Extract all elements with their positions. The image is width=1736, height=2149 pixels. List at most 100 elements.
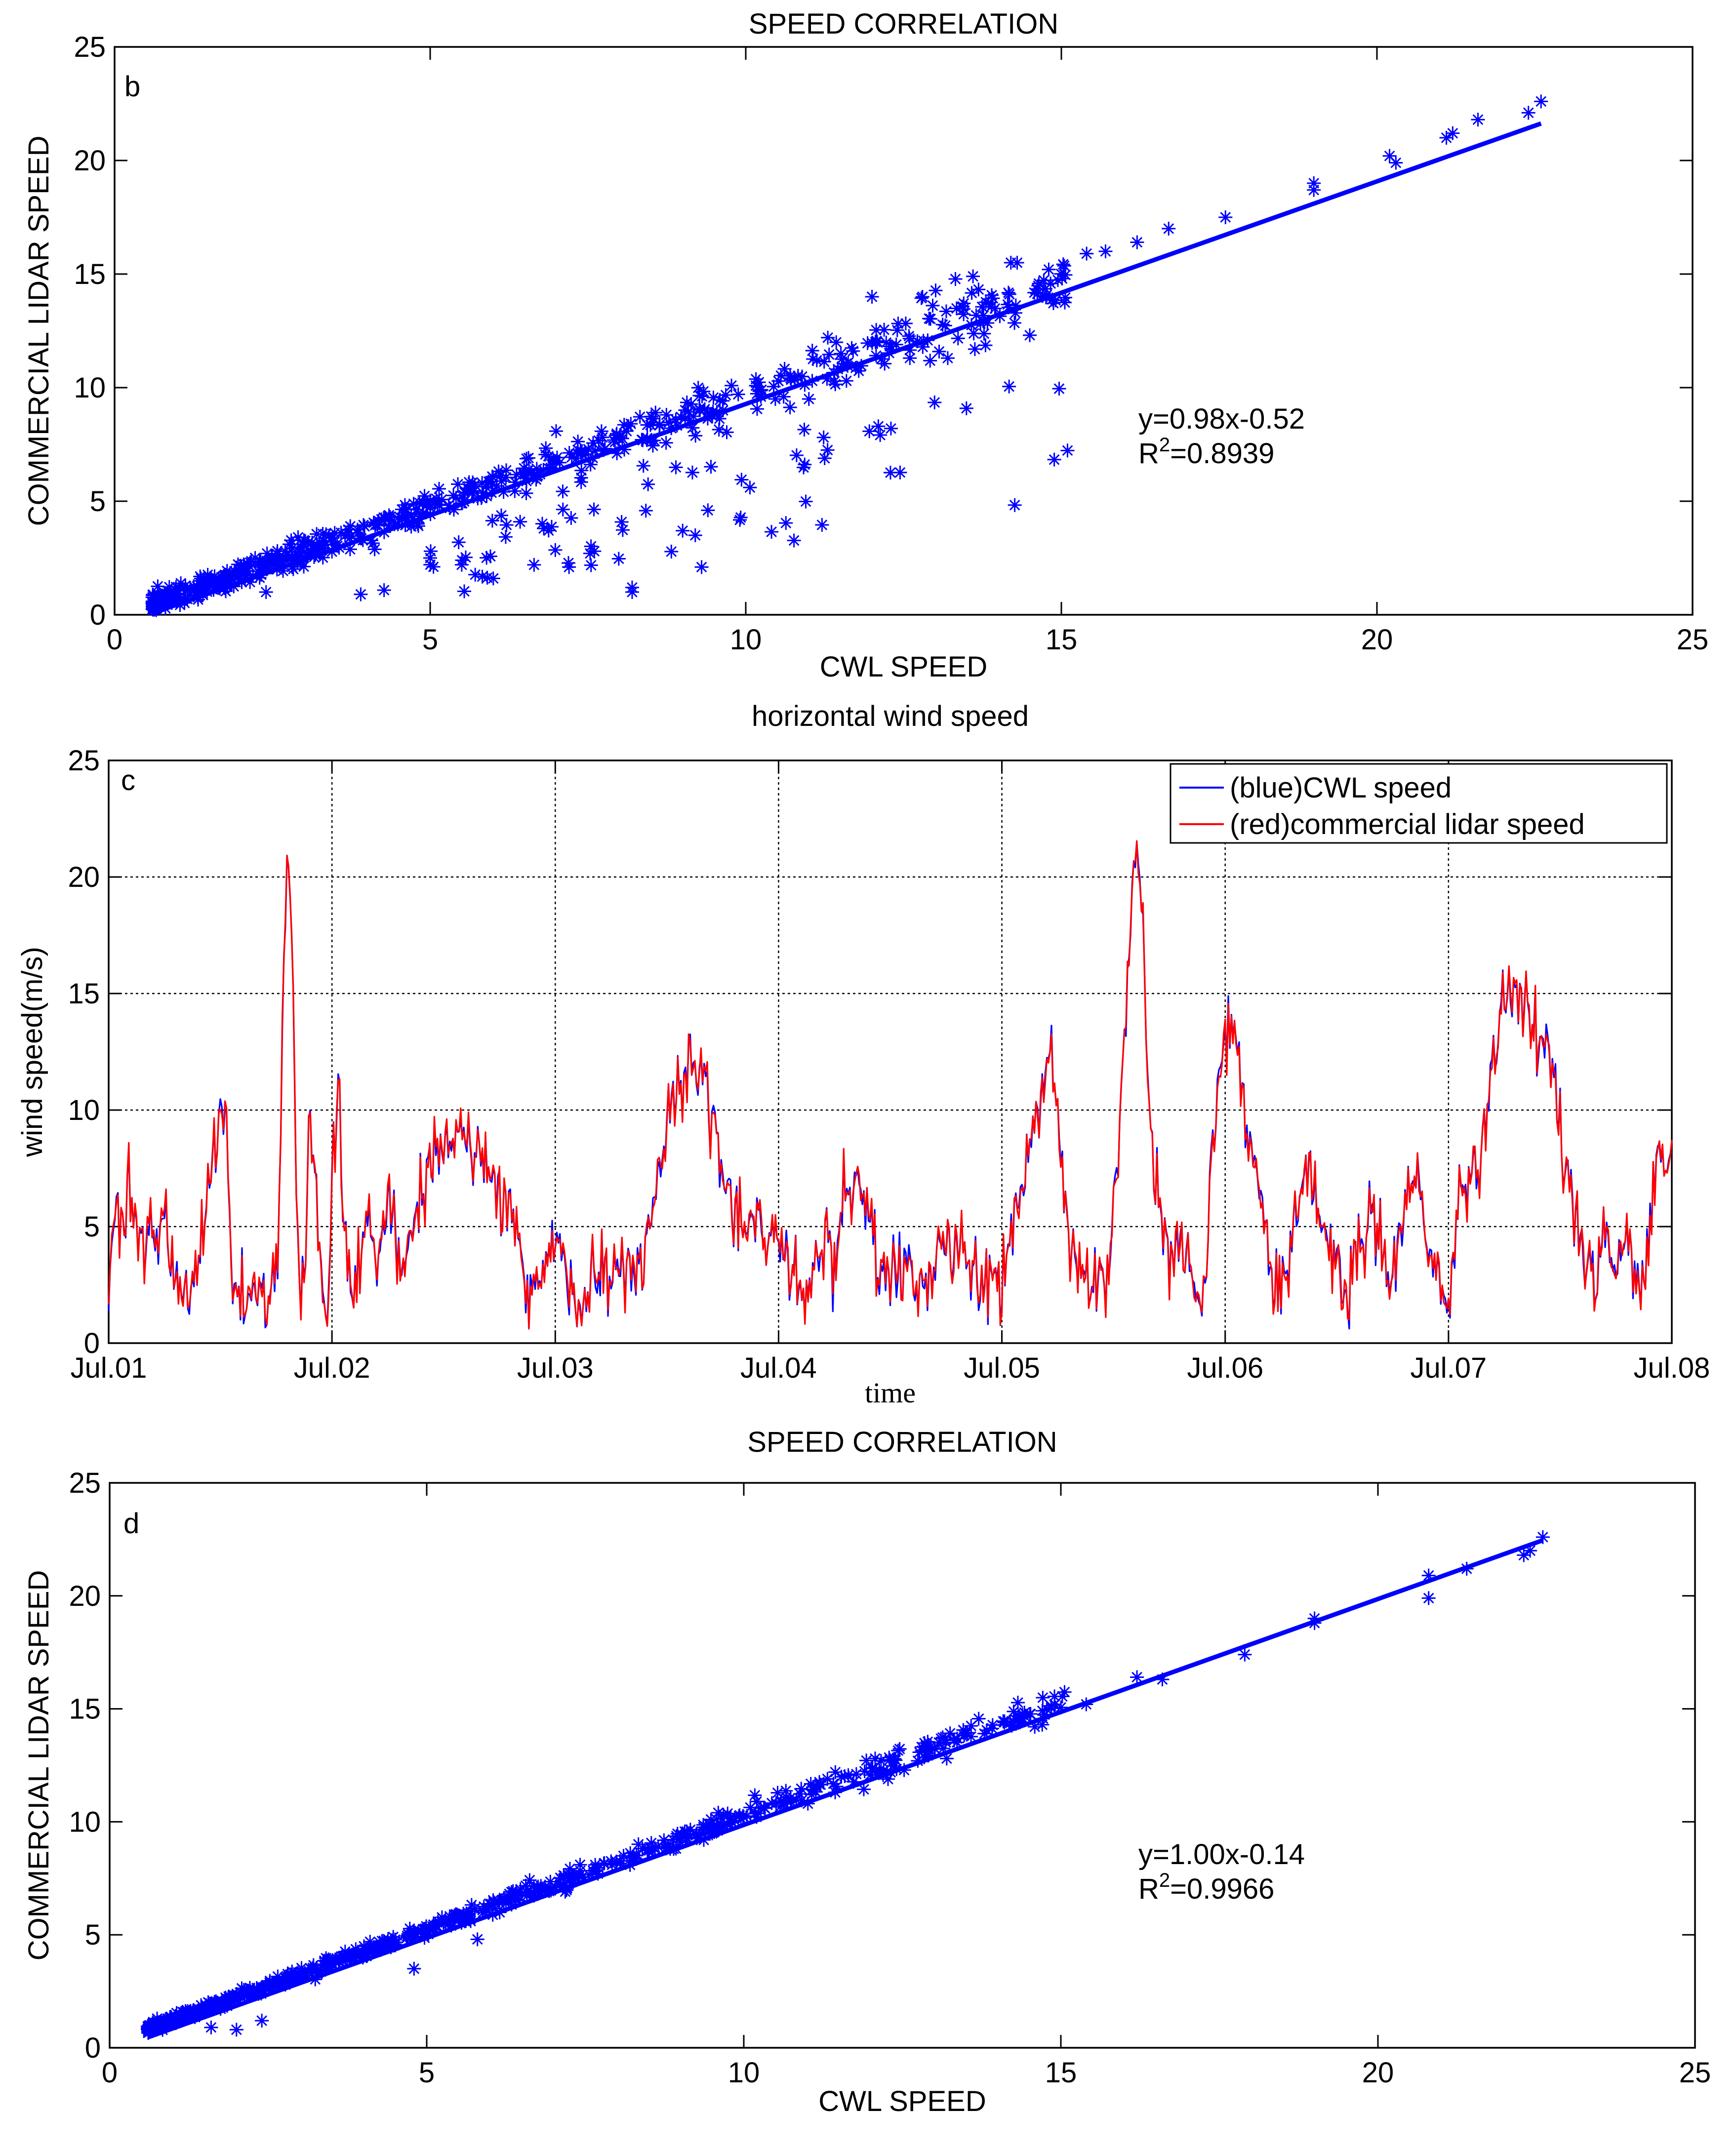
x-tick-label: Jul.08 bbox=[1634, 1352, 1710, 1384]
scatter-point bbox=[715, 1812, 729, 1826]
scatter-point bbox=[204, 2020, 218, 2034]
scatter-point bbox=[1080, 246, 1094, 261]
scatter-point bbox=[174, 576, 188, 591]
scatter-point bbox=[1446, 126, 1460, 140]
scatter-point bbox=[475, 476, 489, 490]
scatter-point bbox=[774, 368, 788, 383]
scatter-point bbox=[522, 451, 536, 465]
scatter-point bbox=[550, 450, 564, 465]
scatter-point bbox=[556, 1871, 570, 1885]
scatter-point bbox=[419, 499, 434, 513]
scatter-point bbox=[475, 569, 489, 584]
scatter-point bbox=[731, 387, 745, 401]
scatter-point bbox=[678, 403, 692, 417]
scatter-point bbox=[1018, 1710, 1032, 1724]
scatter-point bbox=[574, 463, 589, 478]
scatter-point bbox=[675, 1827, 689, 1841]
x-tick-label: 15 bbox=[1046, 624, 1078, 656]
scatter-point bbox=[636, 459, 650, 473]
scatter-point bbox=[1028, 1719, 1042, 1734]
scatter-point bbox=[287, 1968, 302, 1983]
x-axis-label: CWL SPEED bbox=[820, 651, 987, 683]
scatter-point bbox=[704, 1821, 718, 1835]
scatter-point bbox=[271, 1969, 285, 1984]
scatter-point bbox=[1382, 149, 1397, 163]
y-tick-label: 20 bbox=[69, 1580, 101, 1612]
scatter-point bbox=[377, 583, 391, 597]
scatter-point bbox=[303, 543, 318, 557]
scatter-point bbox=[280, 1975, 294, 1990]
scatter-point bbox=[957, 307, 971, 321]
x-tick-label: Jul.07 bbox=[1410, 1352, 1487, 1384]
scatter-point bbox=[294, 540, 309, 555]
scatter-point bbox=[917, 1736, 931, 1750]
scatter-point bbox=[367, 542, 382, 557]
scatter-point bbox=[141, 2025, 156, 2039]
scatter-point bbox=[701, 503, 715, 517]
y-tick-label: 25 bbox=[74, 31, 106, 63]
scatter-point bbox=[336, 1950, 351, 1964]
scatter-point bbox=[571, 435, 585, 449]
scatter-point bbox=[903, 351, 917, 365]
scatter-point bbox=[432, 481, 446, 496]
scatter-point bbox=[608, 435, 622, 449]
y-tick-label: 0 bbox=[90, 599, 106, 631]
scatter-point bbox=[1058, 268, 1073, 282]
scatter-point bbox=[529, 462, 544, 476]
scatter-point bbox=[454, 1915, 469, 1930]
scatter-point bbox=[849, 1767, 863, 1781]
scatter-point bbox=[902, 329, 916, 343]
scatter-point bbox=[499, 463, 513, 478]
scatter-point bbox=[1002, 300, 1016, 315]
scatter-point bbox=[767, 379, 781, 394]
scatter-point bbox=[594, 424, 608, 438]
scatter-point bbox=[373, 1943, 388, 1957]
scatter-point bbox=[857, 1782, 871, 1796]
scatter-point bbox=[691, 381, 705, 395]
scatter-point bbox=[218, 573, 232, 588]
scatter-point bbox=[640, 418, 654, 432]
scatter-point bbox=[354, 587, 368, 601]
r2-value: =0.9966 bbox=[1170, 1873, 1274, 1905]
scatter-point bbox=[454, 557, 469, 572]
scatter-point bbox=[319, 527, 333, 542]
scatter-point bbox=[921, 1735, 935, 1749]
scatter-point bbox=[299, 1969, 313, 1983]
scatter-point bbox=[619, 424, 634, 438]
scatter-point bbox=[538, 1879, 552, 1894]
scatter-point bbox=[554, 1876, 568, 1891]
scatter-point bbox=[968, 342, 982, 357]
y-tick-label: 10 bbox=[74, 372, 106, 404]
scatter-point bbox=[1037, 273, 1051, 287]
scatter-point bbox=[869, 323, 884, 337]
scatter-point bbox=[625, 585, 639, 599]
scatter-point bbox=[1054, 267, 1068, 281]
scatter-point bbox=[733, 511, 748, 524]
x-tick-label: Jul.03 bbox=[517, 1352, 594, 1384]
scatter-point bbox=[971, 1711, 986, 1726]
scatter-point bbox=[1005, 1718, 1019, 1733]
scatter-point bbox=[241, 557, 255, 572]
y-tick-label: 25 bbox=[68, 745, 100, 777]
scatter-point bbox=[404, 519, 418, 534]
scatter-point bbox=[375, 1934, 389, 1948]
scatter-point bbox=[1010, 1696, 1025, 1710]
scatter-point bbox=[203, 574, 217, 589]
scatter-point bbox=[725, 378, 739, 393]
scatter-point bbox=[626, 1849, 641, 1864]
scatter-point bbox=[694, 560, 709, 574]
scatter-point bbox=[940, 351, 955, 365]
scatter-point bbox=[584, 539, 598, 554]
scatter-point bbox=[695, 389, 709, 403]
scatter-point bbox=[615, 523, 630, 537]
scatter-point bbox=[499, 518, 514, 532]
scatter-point bbox=[783, 400, 797, 414]
scatter-point bbox=[250, 1985, 264, 1999]
scatter-point bbox=[1023, 328, 1037, 342]
x-axis-label: CWL SPEED bbox=[818, 2085, 986, 2117]
scatter-point bbox=[553, 455, 567, 470]
scatter-point bbox=[743, 1800, 758, 1815]
scatter-point bbox=[670, 418, 684, 433]
scatter-point bbox=[392, 510, 406, 524]
scatter-point bbox=[950, 1731, 965, 1746]
